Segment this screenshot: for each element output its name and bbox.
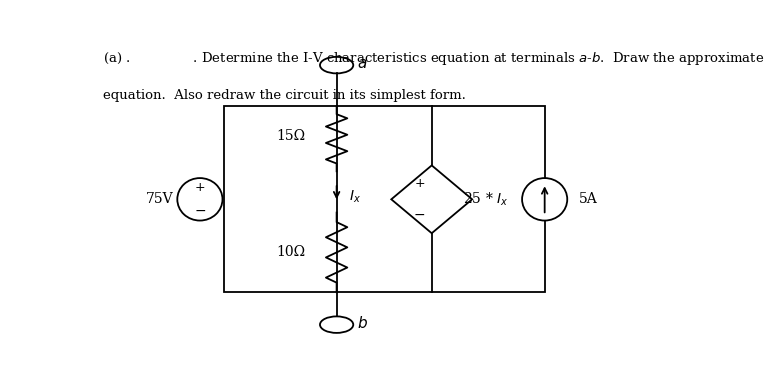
Text: 10Ω: 10Ω: [276, 246, 305, 259]
Ellipse shape: [177, 178, 222, 221]
Text: $a$: $a$: [357, 57, 367, 70]
Text: 75V: 75V: [146, 192, 174, 206]
Text: 5A: 5A: [578, 192, 597, 206]
Text: $I_x$: $I_x$: [348, 188, 360, 205]
Text: $b$: $b$: [357, 315, 368, 331]
Text: equation.  Also redraw the circuit in its simplest form.: equation. Also redraw the circuit in its…: [103, 89, 466, 102]
Text: (a) .               . Determine the I-V characteristics equation at terminals $a: (a) . . Determine the I-V characteristic…: [103, 51, 767, 67]
Text: +: +: [195, 181, 206, 194]
Ellipse shape: [522, 178, 568, 221]
Text: +: +: [414, 177, 425, 190]
Text: −: −: [414, 208, 426, 222]
Text: 25 * $I_x$: 25 * $I_x$: [463, 191, 509, 208]
Text: 15Ω: 15Ω: [276, 129, 305, 143]
Text: −: −: [194, 204, 206, 218]
Polygon shape: [391, 165, 472, 233]
